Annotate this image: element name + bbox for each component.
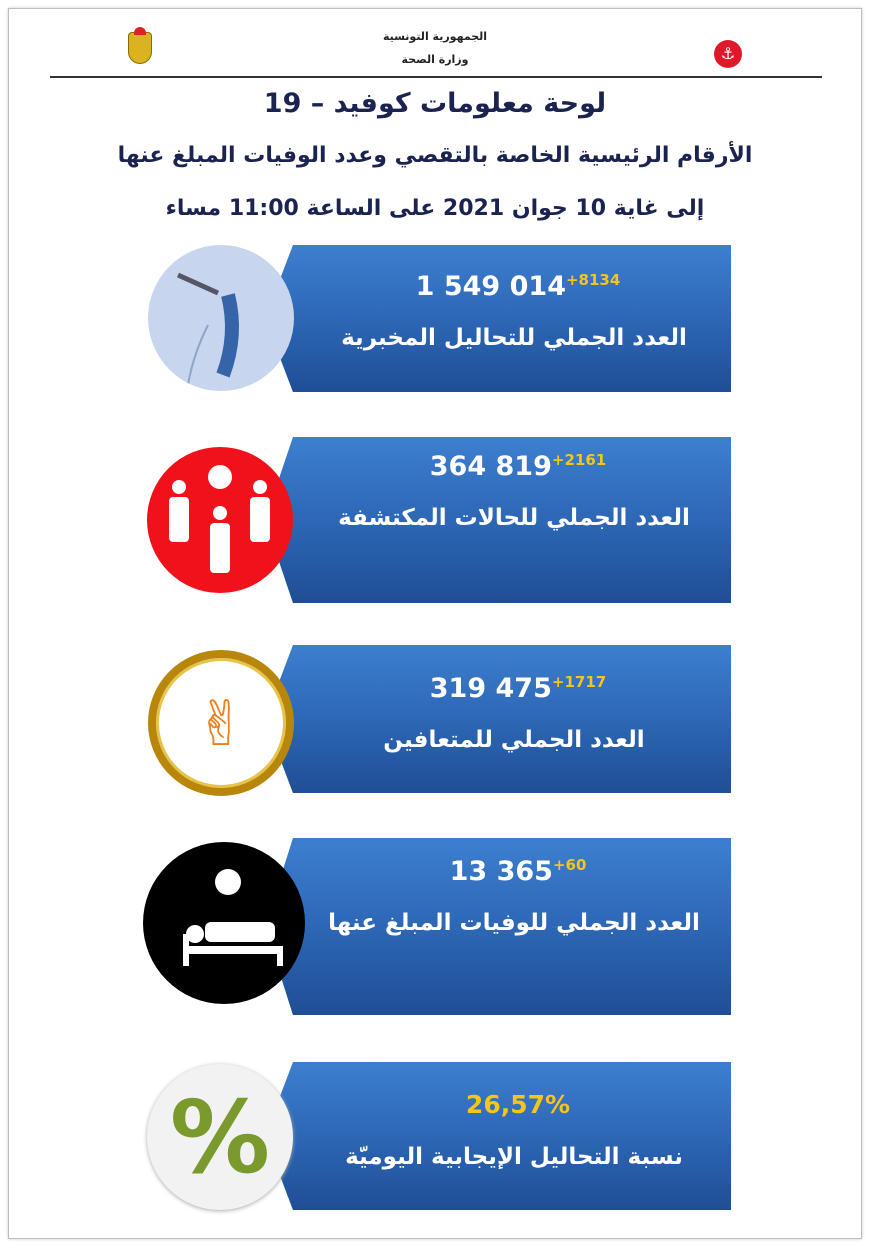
total-value: 319 475+1717 xyxy=(429,673,607,704)
card-label: العدد الجملي للحالات المكتشفة xyxy=(338,505,690,531)
page-frame xyxy=(8,8,862,1239)
positivity-value: 26,57% xyxy=(465,1090,571,1119)
card-label: العدد الجملي للتحاليل المخبرية xyxy=(341,325,687,351)
card-deaths: 13 365+60 العدد الجملي للوفيات المبلغ عن… xyxy=(265,838,731,1015)
card-label: العدد الجملي للمتعافين xyxy=(383,727,645,753)
card-label: العدد الجملي للوفيات المبلغ عنها xyxy=(328,910,700,936)
people-virus-icon xyxy=(147,447,293,593)
patient-bed-icon xyxy=(143,842,305,1004)
nasal-swab-icon xyxy=(148,245,294,391)
increment-value: +8134 xyxy=(565,271,621,289)
total-value: 364 819+2161 xyxy=(429,451,607,482)
ministry-health-logo: ⚓ xyxy=(714,40,742,68)
increment-value: +2161 xyxy=(551,451,607,469)
card-positivity-rate: 26,57% نسبة التحاليل الإيجابية اليوميّة xyxy=(265,1062,731,1210)
total-value: 1 549 014+8134 xyxy=(415,271,621,302)
header-republic: الجمهورية التونسية xyxy=(382,30,488,43)
date-line: إلى غاية 10 جوان 2021 على الساعة 11:00 م… xyxy=(165,196,705,221)
tunisia-coat-of-arms-logo xyxy=(128,27,152,64)
percent-icon: % xyxy=(147,1064,293,1210)
page-title: لوحة معلومات كوفيد – 19 xyxy=(263,88,607,119)
card-recovered: 319 475+1717 العدد الجملي للمتعافين xyxy=(265,645,731,793)
page-subtitle: الأرقام الرئيسية الخاصة بالتقصي وعدد الو… xyxy=(117,143,753,168)
card-label: نسبة التحاليل الإيجابية اليوميّة xyxy=(345,1144,683,1170)
header-divider xyxy=(50,76,822,78)
header-ministry: وزارة الصحة xyxy=(401,53,469,66)
increment-value: +60 xyxy=(552,856,587,874)
increment-value: +1717 xyxy=(551,673,607,691)
total-value: 13 365+60 xyxy=(449,856,587,887)
card-lab-tests: 1 549 014+8134 العدد الجملي للتحاليل الم… xyxy=(265,245,731,392)
card-detected-cases: 364 819+2161 العدد الجملي للحالات المكتش… xyxy=(265,437,731,603)
victory-hand-icon: ✌ xyxy=(148,650,294,796)
